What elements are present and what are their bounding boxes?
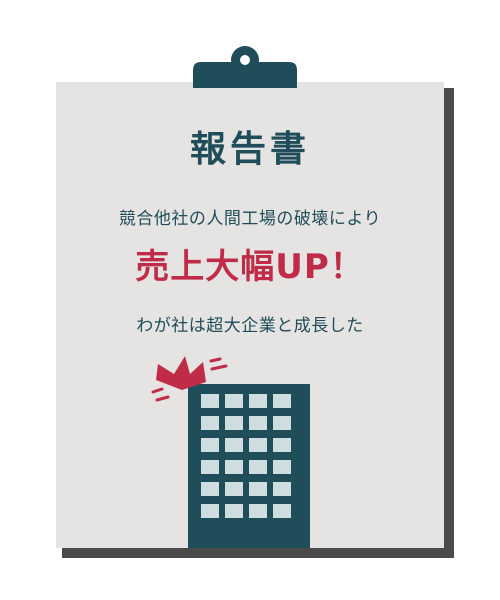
clipboard-board: 報告書 競合他社の人間工場の破壊により 売上大幅UP！ わが社は超大企業と成長し… (56, 82, 444, 548)
clipboard-clip-icon (193, 46, 297, 88)
office-building-icon (188, 384, 310, 548)
building-window (273, 416, 291, 430)
building-window (225, 460, 243, 474)
building-window (249, 504, 267, 518)
report-line-2: わが社は超大企業と成長した (136, 316, 364, 336)
building-window (273, 504, 291, 518)
building-window (249, 438, 267, 452)
report-line-1: 競合他社の人間工場の破壊により (118, 209, 382, 229)
building-window (225, 504, 243, 518)
building-window (249, 416, 267, 430)
building-window (249, 394, 267, 408)
building-window (273, 482, 291, 496)
building-window (201, 416, 219, 430)
building-window (225, 416, 243, 430)
building-window (249, 460, 267, 474)
crown-icon (151, 356, 228, 402)
building-illustration (151, 356, 310, 548)
building-window (201, 394, 219, 408)
building-window (201, 504, 219, 518)
building-window (201, 438, 219, 452)
building-window (249, 482, 267, 496)
report-headline: 売上大幅UP！ (135, 247, 365, 287)
building-window (225, 438, 243, 452)
building-window (273, 394, 291, 408)
building-window (273, 460, 291, 474)
building-window (273, 438, 291, 452)
building-window (201, 460, 219, 474)
building-window (225, 394, 243, 408)
building-window (225, 482, 243, 496)
report-title: 報告書 (189, 129, 310, 170)
building-window (201, 482, 219, 496)
